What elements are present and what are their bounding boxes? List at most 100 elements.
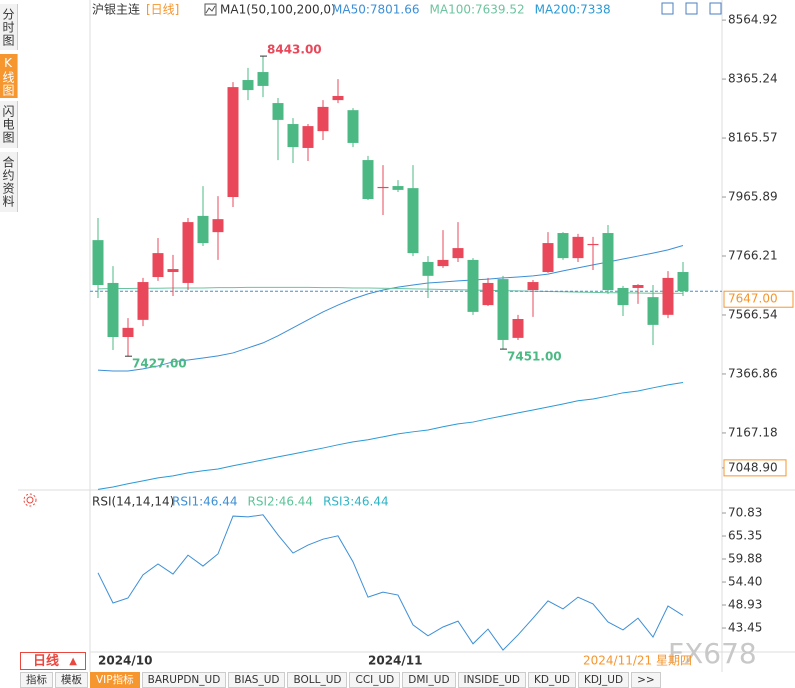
y-tick-label: 7048.90 — [728, 460, 778, 474]
candle-body — [572, 236, 584, 259]
toolbar-tab[interactable]: BOLL_UD — [287, 672, 348, 688]
candle-body — [497, 279, 509, 340]
toolbar-tab[interactable]: 指标 — [20, 672, 53, 688]
period-arrow: ▲ — [69, 656, 77, 667]
indicator-icon-line — [205, 5, 216, 14]
candle-body — [677, 272, 689, 292]
icon[interactable] — [685, 2, 698, 15]
candle-body — [137, 282, 149, 320]
toolbar-tab[interactable]: CCI_UD — [349, 672, 401, 688]
candle-body — [107, 282, 119, 337]
x-tick-label: 2024/10 — [98, 654, 152, 668]
candle-body — [167, 269, 179, 273]
candle-body — [287, 124, 299, 148]
date-label: 2024/11/21 星期四 — [583, 654, 692, 668]
legend-label: MA200:7338 — [535, 3, 611, 17]
annotation: 7427.00 — [132, 357, 187, 371]
candle-body — [542, 243, 554, 273]
x-tick-label: 2024/11 — [368, 654, 422, 668]
tick-box — [723, 459, 787, 477]
toolbar-tab[interactable]: 模板 — [55, 672, 88, 688]
y-tick-label: 65.35 — [728, 529, 762, 543]
y-tick-label: 7965.89 — [728, 190, 778, 204]
candle-body — [302, 126, 314, 148]
current-price-label: 7647.00 — [728, 292, 778, 306]
candle-body — [467, 259, 479, 312]
side-tab[interactable]: 合约资料 — [0, 152, 18, 212]
y-tick-label: 8564.92 — [728, 13, 778, 27]
candle-body — [122, 327, 134, 337]
settings-icon-ring — [23, 493, 37, 507]
candle-body — [617, 287, 629, 306]
toolbar-tab[interactable]: INSIDE_UD — [457, 672, 526, 688]
y-tick-label: 59.88 — [728, 552, 762, 566]
candle-body — [332, 95, 344, 101]
candle-body — [527, 282, 539, 291]
ma-line — [97, 286, 684, 294]
candle-body — [662, 277, 674, 315]
y-tick-label: 54.40 — [728, 575, 762, 589]
toolbar-tab[interactable]: BIAS_UD — [228, 672, 286, 688]
toolbar-tab[interactable]: KDJ_UD — [577, 672, 630, 688]
y-tick-label: 70.83 — [728, 506, 762, 520]
icon[interactable] — [709, 2, 722, 15]
icon[interactable] — [661, 2, 674, 15]
settings-icon[interactable] — [26, 496, 34, 504]
candle-body — [407, 188, 419, 254]
indicator-icon[interactable] — [204, 3, 217, 16]
toolbar-tab[interactable]: BARUPDN_UD — [141, 672, 227, 688]
toolbar: 指标 模板 VIP指标 BARUPDN_UD BIAS_UD BOLL_UD CCI_UD D… — [20, 672, 663, 688]
candle-body — [632, 285, 644, 288]
current-price-box — [723, 290, 794, 308]
side-tab[interactable]: K线图 — [0, 54, 18, 98]
y-tick-label: 7167.18 — [728, 425, 778, 439]
legend-label: MA50:7801.66 — [332, 3, 420, 17]
watermark: FX678 — [668, 637, 757, 670]
period-label: [日线] — [146, 3, 179, 17]
candle-body — [317, 106, 329, 132]
toolbar-tab[interactable]: VIP指标 — [90, 672, 140, 688]
candle-body — [602, 233, 614, 291]
y-tick-label: 48.93 — [728, 598, 762, 612]
toolbar-tab[interactable]: DMI_UD — [402, 672, 456, 688]
side-tab[interactable]: 闪电图 — [0, 101, 18, 148]
candle-body — [437, 259, 449, 267]
candle-body — [272, 103, 284, 120]
window-icons — [661, 2, 722, 15]
y-tick-label: 8365.24 — [728, 72, 778, 86]
rsi-title: RSI(14,14,14) — [92, 495, 174, 509]
annotation: 8443.00 — [267, 43, 322, 57]
rsi-line — [97, 514, 684, 651]
toolbar-tab[interactable]: KD_UD — [527, 672, 576, 688]
candle-body — [392, 186, 404, 190]
candle-body — [422, 261, 434, 276]
candle-body — [347, 110, 359, 143]
indicator-label: MA1(50,100,200,0) — [220, 3, 336, 17]
period-button[interactable]: 日线 ▲ — [20, 652, 86, 670]
candle-body — [482, 282, 494, 306]
annotation: 7451.00 — [507, 350, 562, 364]
candle-body — [512, 318, 524, 338]
candle-body — [242, 80, 254, 91]
candle-body — [212, 219, 224, 233]
candle-body — [452, 248, 464, 259]
chart-title: 沪银主连 — [92, 2, 140, 17]
candle-body — [92, 240, 104, 286]
candle-body — [557, 233, 569, 259]
legend-label: RSI1:46.44 — [172, 495, 238, 509]
legend-label: RSI2:46.44 — [248, 495, 314, 509]
y-tick-label: 7566.54 — [728, 307, 778, 321]
side-tab[interactable]: 分时图 — [0, 4, 18, 50]
candle-body — [362, 160, 374, 200]
ma-line — [97, 381, 684, 490]
candle-body — [257, 72, 269, 86]
y-tick-label: 7766.21 — [728, 249, 778, 263]
toolbar-tab[interactable]: >> — [631, 672, 661, 688]
candle-body — [377, 186, 389, 189]
y-tick-label: 7366.86 — [728, 366, 778, 380]
y-tick-label: 8165.57 — [728, 131, 778, 145]
candle-body — [197, 215, 209, 244]
candle-body — [227, 87, 239, 197]
